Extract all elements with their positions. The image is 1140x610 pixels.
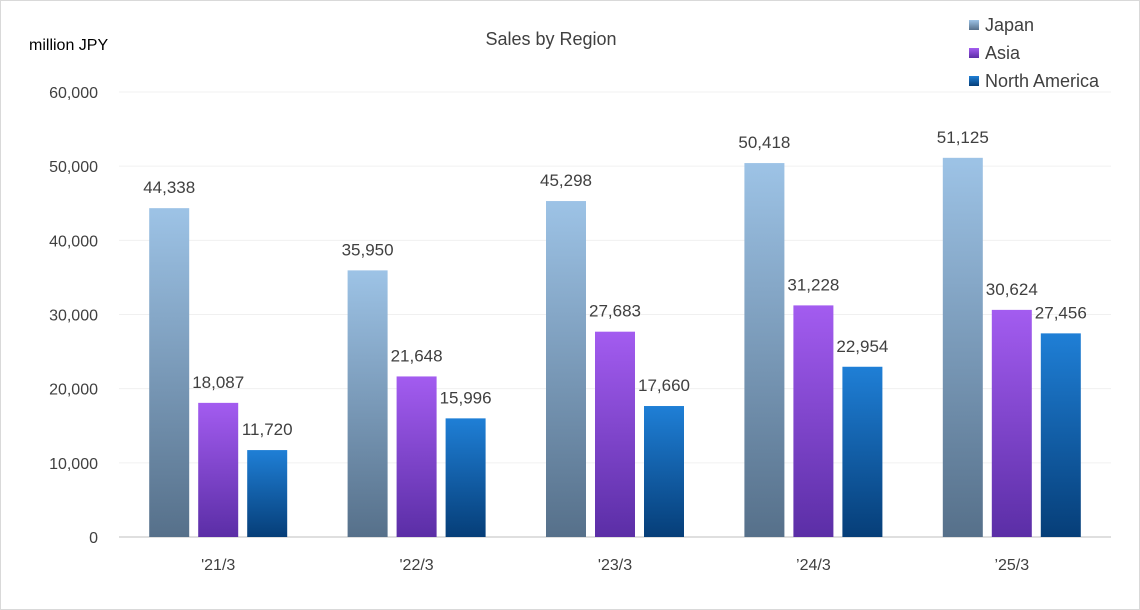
legend-item-asia: Asia xyxy=(969,39,1099,67)
bar-japan xyxy=(744,163,785,537)
y-tick-label: 60,000 xyxy=(49,85,98,102)
bar-north-america xyxy=(644,406,684,537)
x-tick-label: '23/3 xyxy=(598,557,632,574)
legend-label-japan: Japan xyxy=(985,14,1035,35)
bar-asia xyxy=(198,402,239,537)
bar-asia xyxy=(793,305,834,537)
x-tick-label: '21/3 xyxy=(201,557,235,574)
x-tick-label: ’24/3 xyxy=(796,557,831,574)
chart-title: Sales by Region xyxy=(485,29,617,49)
y-tick-label: 50,000 xyxy=(49,159,98,176)
data-label: 15,996 xyxy=(440,388,492,407)
x-tick-label: '22/3 xyxy=(399,557,433,574)
data-label: 22,954 xyxy=(836,337,888,356)
data-label: 31,228 xyxy=(787,275,839,294)
y-axis-unit-label: million JPY xyxy=(29,37,109,54)
x-tick-label: ’25/3 xyxy=(994,557,1029,574)
legend-label-asia: Asia xyxy=(985,42,1021,63)
data-label: 51,125 xyxy=(937,128,989,147)
data-label: 44,338 xyxy=(143,178,195,197)
chart-legend: Japan Asia North America xyxy=(969,11,1099,95)
y-tick-label: 10,000 xyxy=(49,456,98,473)
legend-label-north-america: North America xyxy=(985,70,1100,91)
y-tick-label: 30,000 xyxy=(49,308,98,325)
bar-asia xyxy=(595,331,635,537)
legend-item-japan: Japan xyxy=(969,11,1099,39)
bar-japan xyxy=(347,270,388,537)
y-tick-label: 20,000 xyxy=(49,382,98,399)
data-label: 18,087 xyxy=(192,373,244,392)
bar-north-america xyxy=(445,418,486,537)
data-label: 11,720 xyxy=(242,420,293,439)
bar-north-america xyxy=(842,366,883,537)
bar-asia xyxy=(991,309,1032,537)
data-label: 50,418 xyxy=(738,133,790,152)
y-tick-label: 40,000 xyxy=(49,233,98,250)
data-label: 35,950 xyxy=(342,240,394,259)
data-label: 21,648 xyxy=(391,346,443,365)
bar-japan xyxy=(149,208,190,537)
bar-north-america xyxy=(247,450,288,537)
legend-swatch-japan xyxy=(969,20,979,30)
bar-north-america xyxy=(1040,333,1081,537)
data-label: 45,298 xyxy=(540,171,592,190)
bar-asia xyxy=(396,376,437,537)
data-label: 17,660 xyxy=(638,376,690,395)
bar-japan xyxy=(546,201,586,537)
data-label: 27,456 xyxy=(1035,303,1087,322)
data-label: 27,683 xyxy=(589,302,641,321)
legend-item-north-america: North America xyxy=(969,67,1099,95)
y-tick-label: 0 xyxy=(89,530,98,547)
bar-japan xyxy=(942,157,983,537)
data-label: 30,624 xyxy=(986,280,1038,299)
legend-swatch-asia xyxy=(969,48,979,58)
legend-swatch-north-america xyxy=(969,76,979,86)
